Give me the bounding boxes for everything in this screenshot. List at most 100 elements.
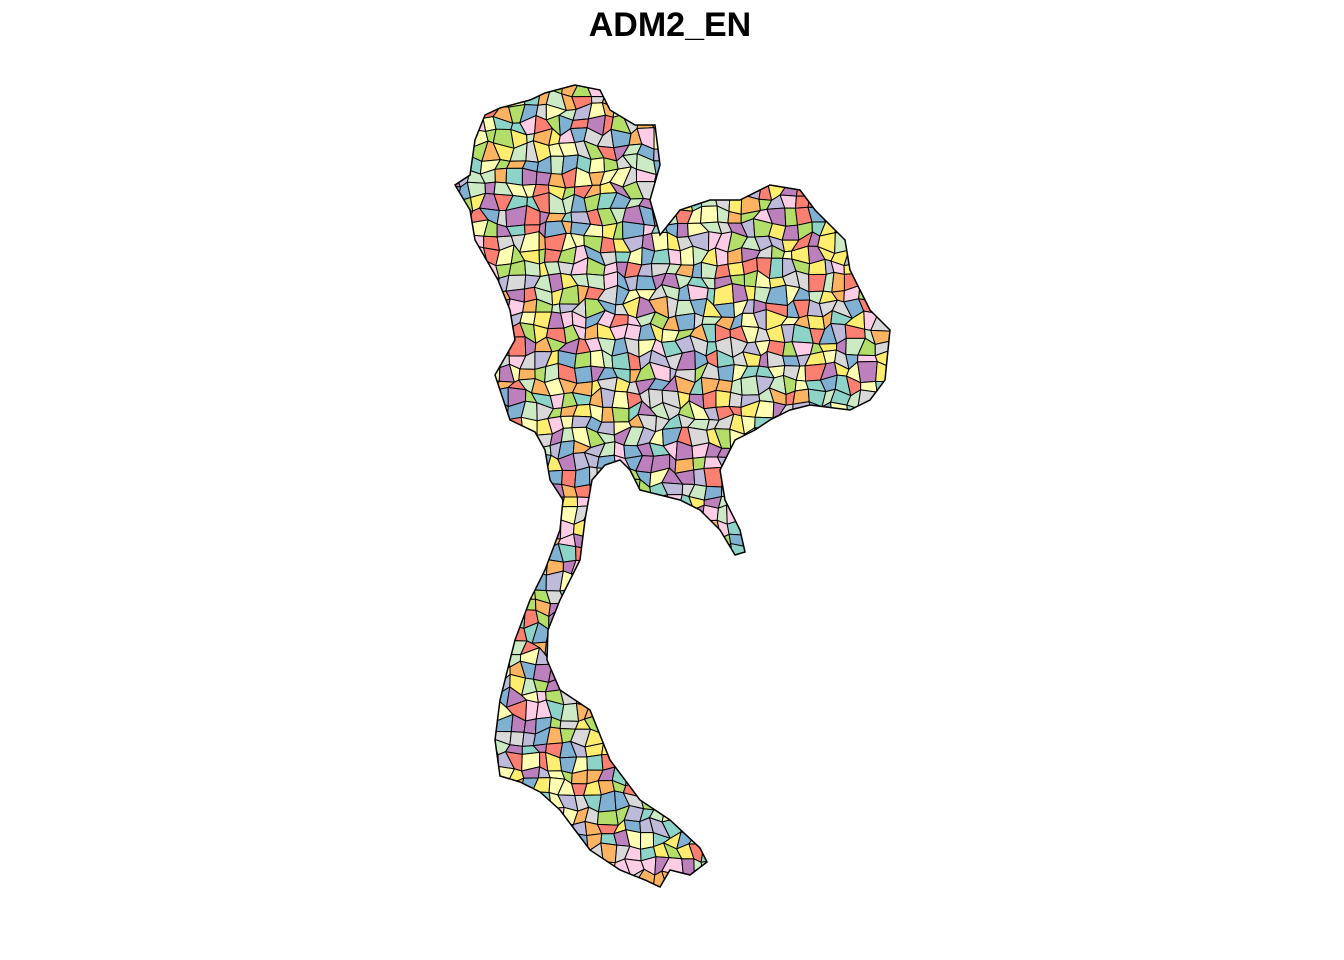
district [470, 871, 487, 887]
district [859, 739, 879, 761]
district [755, 686, 774, 710]
district [791, 819, 814, 832]
district [466, 298, 487, 313]
district [728, 194, 743, 215]
district [873, 569, 885, 587]
district [569, 118, 590, 130]
district [456, 776, 474, 799]
district [870, 198, 890, 213]
district [455, 557, 463, 580]
district [458, 726, 472, 743]
district [896, 690, 914, 708]
district [902, 876, 916, 889]
district [717, 598, 734, 614]
district [455, 846, 462, 865]
district [689, 793, 709, 809]
district [896, 848, 914, 862]
district [664, 208, 679, 227]
district [752, 453, 773, 472]
district [730, 608, 749, 628]
district [743, 140, 760, 162]
district [546, 867, 564, 887]
district [661, 634, 684, 656]
district [625, 766, 645, 787]
district [843, 821, 867, 838]
district [806, 314, 826, 330]
district [830, 779, 845, 795]
district [687, 676, 708, 694]
district [700, 143, 720, 161]
district [496, 888, 507, 900]
district [884, 741, 890, 762]
district [844, 686, 866, 708]
district [650, 102, 670, 124]
district [900, 809, 916, 822]
district [830, 534, 853, 547]
district [491, 596, 516, 616]
district [845, 504, 863, 525]
district [856, 623, 879, 644]
district [901, 278, 916, 290]
district [635, 85, 657, 92]
district [534, 85, 552, 91]
district [844, 153, 867, 173]
district [479, 519, 500, 536]
district [467, 790, 487, 813]
district [466, 716, 488, 729]
district [509, 571, 524, 591]
district [846, 849, 863, 864]
district [877, 258, 890, 280]
district [791, 517, 811, 538]
district [585, 545, 604, 565]
district [468, 85, 488, 98]
district [767, 848, 788, 866]
district [455, 494, 473, 509]
district [651, 198, 670, 214]
district [539, 491, 550, 511]
district [757, 796, 771, 810]
district [754, 881, 773, 887]
district [455, 453, 459, 474]
district [778, 414, 800, 433]
district [612, 105, 631, 119]
district [481, 85, 501, 97]
district [643, 712, 656, 736]
district [843, 570, 867, 587]
district [652, 649, 663, 665]
district [898, 310, 915, 329]
district [829, 454, 847, 472]
district [744, 530, 762, 548]
district [870, 430, 890, 449]
district [886, 521, 890, 540]
district [883, 833, 890, 853]
district [561, 621, 578, 639]
district [728, 155, 747, 172]
district [780, 870, 801, 887]
district [455, 249, 458, 267]
district [491, 505, 511, 527]
district [699, 765, 723, 785]
district [491, 495, 515, 508]
district [458, 405, 474, 423]
district [820, 452, 840, 474]
district [871, 490, 890, 508]
district [883, 726, 890, 744]
district [484, 439, 497, 459]
district [660, 662, 676, 681]
district [585, 637, 604, 657]
district [473, 815, 483, 840]
district [493, 323, 514, 338]
district [856, 354, 878, 363]
district [732, 764, 746, 785]
district [869, 871, 887, 887]
district [898, 226, 917, 238]
district [495, 558, 511, 579]
district [881, 205, 890, 228]
district [493, 533, 511, 549]
district [739, 881, 763, 887]
district [713, 179, 736, 199]
district [496, 623, 510, 642]
district [531, 857, 551, 878]
district [778, 686, 798, 707]
district [793, 626, 812, 643]
